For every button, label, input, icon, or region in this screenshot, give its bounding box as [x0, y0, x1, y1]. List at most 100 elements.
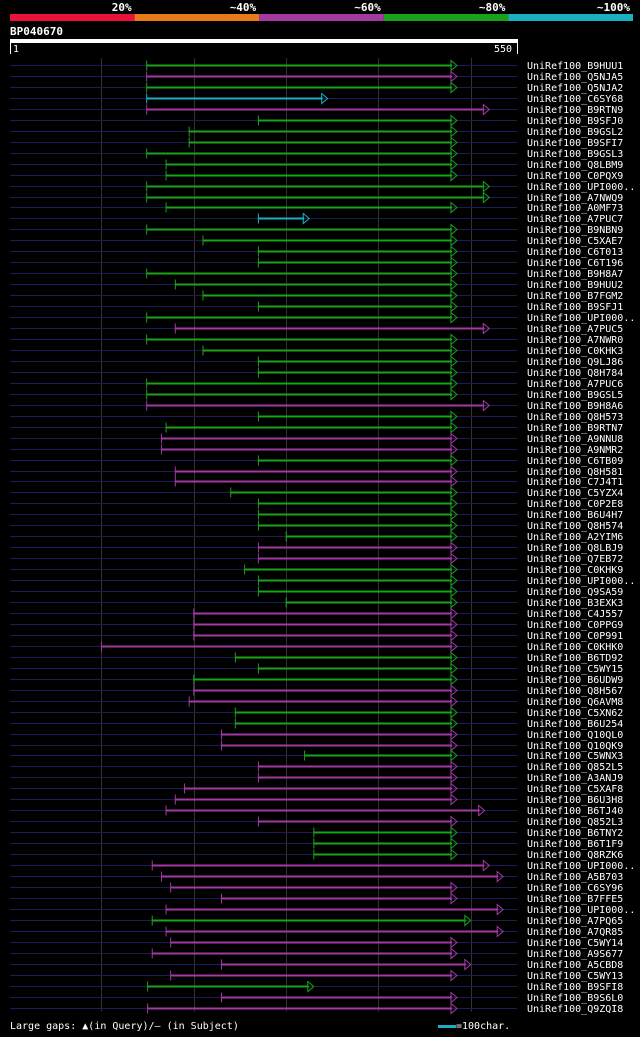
- hit-row[interactable]: UniRef100_B6TJ40: [10, 804, 623, 818]
- hit-name[interactable]: UniRef100_Q9ZQI8: [527, 1004, 623, 1015]
- hit-row[interactable]: UniRef100_Q852L3: [10, 815, 623, 829]
- hit-row[interactable]: UniRef100_UPI000..: [10, 574, 635, 588]
- hit-name[interactable]: UniRef100_A7PUC5: [527, 324, 623, 335]
- hit-name[interactable]: UniRef100_C5XAE7: [527, 236, 623, 247]
- hit-row[interactable]: UniRef100_Q5NJA5: [10, 70, 623, 84]
- hit-name[interactable]: UniRef100_Q10QL0: [527, 730, 623, 741]
- hit-name[interactable]: UniRef100_A2YIM6: [527, 532, 623, 543]
- hit-row[interactable]: UniRef100_C6SY68: [10, 92, 623, 106]
- hit-name[interactable]: UniRef100_B9S6L0: [527, 993, 623, 1004]
- hit-name[interactable]: UniRef100_C7J4T1: [527, 477, 623, 488]
- hit-name[interactable]: UniRef100_C4J557: [527, 609, 623, 620]
- hit-name[interactable]: UniRef100_C5WY14: [527, 938, 623, 949]
- hit-name[interactable]: UniRef100_Q8LBJ9: [527, 543, 623, 554]
- hit-name[interactable]: UniRef100_C6SY68: [527, 94, 623, 105]
- hit-row[interactable]: UniRef100_B6TD92: [10, 651, 623, 665]
- hit-name[interactable]: UniRef100_B9H8A6: [527, 401, 623, 412]
- hit-name[interactable]: UniRef100_A0MF73: [527, 203, 623, 214]
- hit-name[interactable]: UniRef100_A9S677: [527, 949, 623, 960]
- hit-row[interactable]: UniRef100_A3ANJ9: [10, 771, 623, 785]
- hit-name[interactable]: UniRef100_C0PQX9: [527, 171, 623, 182]
- hit-name[interactable]: UniRef100_C5XN62: [527, 708, 623, 719]
- hit-row[interactable]: UniRef100_C0KHK3: [10, 344, 623, 358]
- hit-name[interactable]: UniRef100_C6SY96: [527, 883, 623, 894]
- hit-row[interactable]: UniRef100_A2YIM6: [10, 530, 623, 544]
- hit-row[interactable]: UniRef100_C5XN62: [10, 706, 623, 720]
- hit-name[interactable]: UniRef100_B9GSL5: [527, 390, 623, 401]
- hit-name[interactable]: UniRef100_B9HUU2: [527, 280, 623, 291]
- hit-row[interactable]: UniRef100_Q8LBM9: [10, 158, 623, 172]
- hit-name[interactable]: UniRef100_B3EXK3: [527, 598, 623, 609]
- hit-name[interactable]: UniRef100_B9RTN9: [527, 105, 623, 116]
- hit-name[interactable]: UniRef100_Q852L5: [527, 762, 623, 773]
- hit-name[interactable]: UniRef100_C0KHK9: [527, 565, 623, 576]
- hit-name[interactable]: UniRef100_B9GSL3: [527, 149, 623, 160]
- hit-row[interactable]: UniRef100_C5WNX3: [10, 749, 623, 763]
- hit-name[interactable]: UniRef100_Q5NJA2: [527, 83, 623, 94]
- hit-name[interactable]: UniRef100_A9NMR2: [527, 445, 623, 456]
- hit-row[interactable]: UniRef100_A5CBD8: [10, 958, 623, 972]
- hit-name[interactable]: UniRef100_Q10QK9: [527, 741, 623, 752]
- hit-row[interactable]: UniRef100_A7PQ65: [10, 914, 623, 928]
- hit-row[interactable]: UniRef100_UPI000..: [10, 311, 635, 325]
- hit-row[interactable]: UniRef100_B9GSL2: [10, 125, 623, 139]
- hit-name[interactable]: UniRef100_Q8H567: [527, 686, 623, 697]
- hit-row[interactable]: UniRef100_C5WY13: [10, 969, 623, 983]
- hit-name[interactable]: UniRef100_Q6AVM8: [527, 697, 623, 708]
- hit-name[interactable]: UniRef100_C6T013: [527, 247, 623, 258]
- hit-name[interactable]: UniRef100_C6TB09: [527, 456, 623, 467]
- hit-row[interactable]: UniRef100_Q8LBJ9: [10, 541, 623, 555]
- hit-name[interactable]: UniRef100_B6U3H8: [527, 795, 623, 806]
- hit-name[interactable]: UniRef100_C5YZX4: [527, 488, 623, 499]
- hit-row[interactable]: UniRef100_Q9ZQI8: [10, 1002, 623, 1016]
- hit-row[interactable]: UniRef100_B9HUU1: [10, 59, 623, 73]
- hit-name[interactable]: UniRef100_Q8LBM9: [527, 160, 623, 171]
- hit-row[interactable]: UniRef100_A7NWR0: [10, 333, 623, 347]
- hit-row[interactable]: UniRef100_Q9LJ86: [10, 355, 623, 369]
- hit-row[interactable]: UniRef100_C0PQX9: [10, 169, 623, 183]
- hit-row[interactable]: UniRef100_A0MF73: [10, 201, 623, 215]
- hit-name[interactable]: UniRef100_B6UDW9: [527, 675, 623, 686]
- hit-row[interactable]: UniRef100_B9SFJ1: [10, 300, 623, 314]
- hit-row[interactable]: UniRef100_B9GSL5: [10, 388, 623, 402]
- hit-row[interactable]: UniRef100_B9SFI8: [10, 980, 623, 994]
- hit-name[interactable]: UniRef100_B7FFE5: [527, 894, 623, 905]
- hit-name[interactable]: UniRef100_Q7EB72: [527, 554, 623, 565]
- hit-row[interactable]: UniRef100_B9S6L0: [10, 991, 623, 1005]
- hit-name[interactable]: UniRef100_C0P2E8: [527, 499, 623, 510]
- hit-name[interactable]: UniRef100_B6TD92: [527, 653, 623, 664]
- hit-row[interactable]: UniRef100_UPI000..: [10, 859, 635, 873]
- hit-name[interactable]: UniRef100_C0PPG9: [527, 620, 623, 631]
- hit-name[interactable]: UniRef100_Q9SA59: [527, 587, 623, 598]
- hit-row[interactable]: UniRef100_C0PPG9: [10, 618, 623, 632]
- hit-row[interactable]: UniRef100_C5WY14: [10, 936, 623, 950]
- hit-row[interactable]: UniRef100_A7PUC5: [10, 322, 623, 336]
- hit-name[interactable]: UniRef100_C0KHK0: [527, 642, 623, 653]
- hit-row[interactable]: UniRef100_B9RTN7: [10, 421, 623, 435]
- hit-row[interactable]: UniRef100_Q8H574: [10, 519, 623, 533]
- hit-name[interactable]: UniRef100_B7FGM2: [527, 291, 623, 302]
- hit-name[interactable]: UniRef100_A7NWQ9: [527, 193, 623, 204]
- hit-row[interactable]: UniRef100_Q5NJA2: [10, 81, 623, 95]
- hit-row[interactable]: UniRef100_Q852L5: [10, 760, 623, 774]
- hit-row[interactable]: UniRef100_A9NMR2: [10, 443, 623, 457]
- hit-name[interactable]: UniRef100_B9GSL2: [527, 127, 623, 138]
- hit-row[interactable]: UniRef100_C6T196: [10, 256, 623, 270]
- hit-row[interactable]: UniRef100_A7NWQ9: [10, 191, 623, 205]
- hit-row[interactable]: UniRef100_B6U4H7: [10, 508, 623, 522]
- hit-name[interactable]: UniRef100_A3ANJ9: [527, 773, 623, 784]
- hit-name[interactable]: UniRef100_C0KHK3: [527, 346, 623, 357]
- hit-row[interactable]: UniRef100_B9GSL3: [10, 147, 623, 161]
- hit-row[interactable]: UniRef100_B7FFE5: [10, 892, 623, 906]
- hit-row[interactable]: UniRef100_Q8H581: [10, 465, 623, 479]
- hit-row[interactable]: UniRef100_B9RTN9: [10, 103, 623, 117]
- hit-row[interactable]: UniRef100_C6SY96: [10, 881, 623, 895]
- hit-row[interactable]: UniRef100_A9S677: [10, 947, 623, 961]
- hit-name[interactable]: UniRef100_A7PUC6: [527, 379, 623, 390]
- hit-row[interactable]: UniRef100_C6T013: [10, 245, 623, 259]
- hit-row[interactable]: UniRef100_B9H8A7: [10, 267, 623, 281]
- hit-name[interactable]: UniRef100_B9H8A7: [527, 269, 623, 280]
- hit-row[interactable]: UniRef100_A5B703: [10, 870, 623, 884]
- hit-row[interactable]: UniRef100_B3EXK3: [10, 596, 623, 610]
- hit-name[interactable]: UniRef100_Q5NJA5: [527, 72, 623, 83]
